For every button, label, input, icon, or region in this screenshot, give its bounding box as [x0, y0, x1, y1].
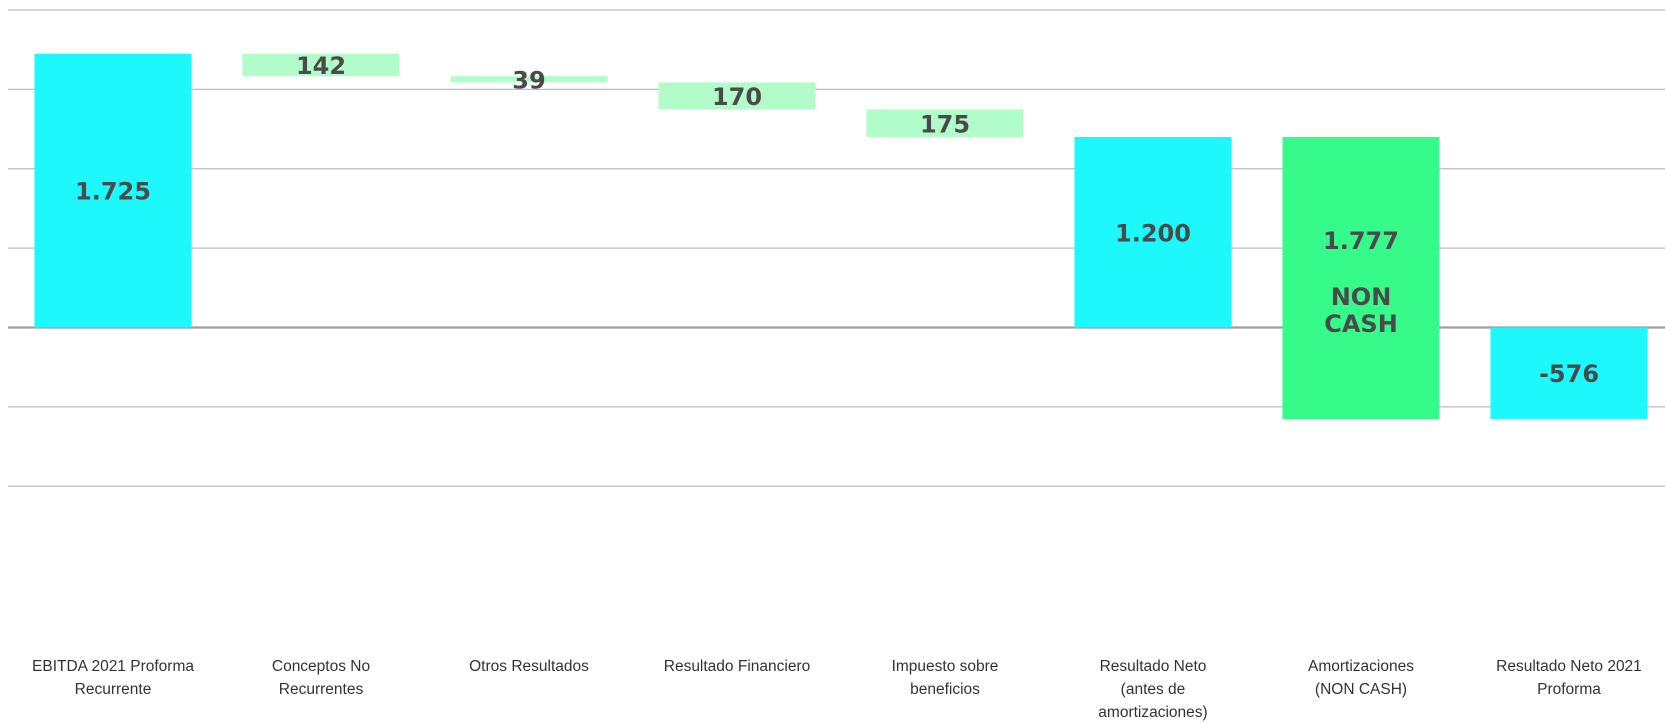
- bars: [34, 53, 1648, 420]
- category-label: Impuesto sobre beneficios: [892, 658, 999, 698]
- gridlines: [8, 9, 1665, 487]
- bar-value-label: 1.200: [1115, 219, 1191, 247]
- category-label: Amortizaciones (NON CASH): [1308, 658, 1414, 698]
- category-label: Otros Resultados: [469, 658, 589, 675]
- bar-value-label: NON: [1331, 283, 1392, 311]
- bar-3: [450, 76, 608, 83]
- bar-1: [34, 53, 192, 328]
- bar-value-label: -576: [1539, 360, 1599, 388]
- bar-value-label: CASH: [1324, 310, 1398, 338]
- bar-value-label: 1.777: [1323, 227, 1399, 255]
- bar-6: [1074, 137, 1232, 328]
- category-label: Resultado Neto 2021 Proforma: [1496, 658, 1642, 698]
- bar-8: [1490, 327, 1648, 419]
- category-label: Resultado Financiero: [664, 658, 810, 675]
- bar-value-label: 175: [920, 110, 970, 138]
- bar-value-label: 39: [512, 66, 545, 94]
- category-label: Resultado Neto (antes de amortizaciones): [1098, 658, 1207, 721]
- bar-5: [866, 109, 1024, 138]
- bar-value-label: 142: [296, 52, 346, 80]
- category-labels: EBITDA 2021 Proforma Recurrente Conceptos …: [32, 658, 1642, 721]
- bar-value-label: 170: [712, 83, 762, 111]
- category-label: EBITDA 2021 Proforma Recurrente: [32, 658, 194, 698]
- bar-value-label: 1.725: [75, 178, 151, 206]
- bar-2: [242, 53, 400, 77]
- category-label: Conceptos No Recurrentes: [272, 658, 370, 698]
- bar-4: [658, 82, 816, 110]
- bar-7: [1282, 137, 1440, 420]
